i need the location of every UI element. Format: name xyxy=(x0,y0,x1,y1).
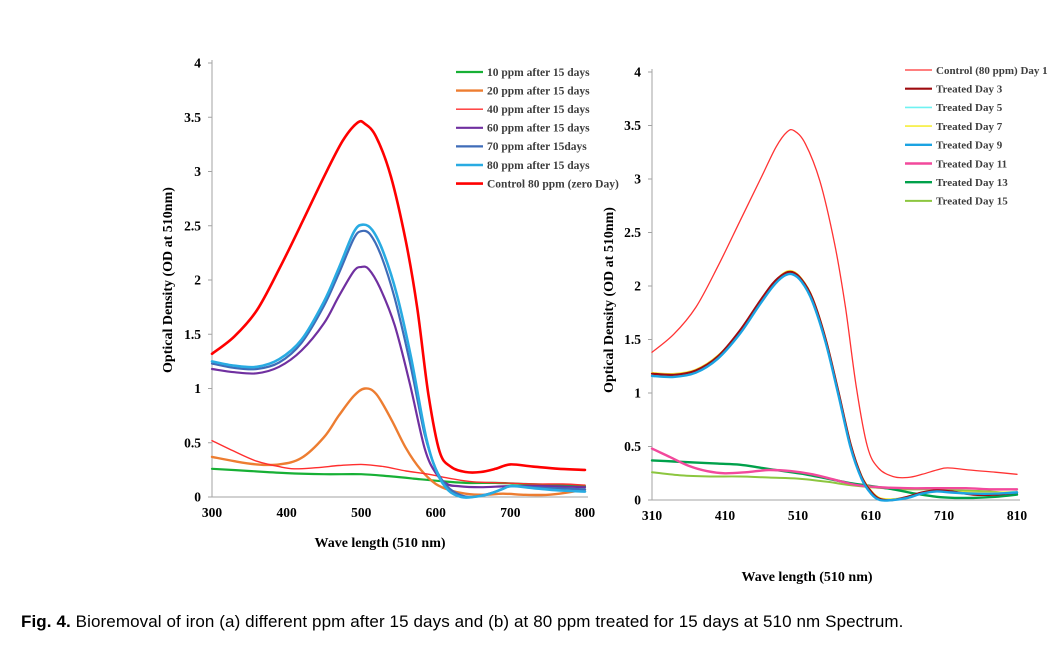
caption-label: Fig. 4. xyxy=(21,612,71,631)
series-path xyxy=(210,265,587,489)
x-tick-label: 600 xyxy=(426,505,447,520)
series-path xyxy=(210,387,587,497)
y-tick-label: 1 xyxy=(634,386,641,401)
y-tick-label: 3 xyxy=(194,164,201,179)
y-tick-label: 1.5 xyxy=(184,327,201,342)
series-path xyxy=(651,471,1018,495)
series-path xyxy=(650,447,1019,491)
x-tick-label: 700 xyxy=(500,505,521,520)
legend-item-label: Treated Day 7 xyxy=(936,121,1003,133)
legend-item-label: 20 ppm after 15 days xyxy=(487,85,590,97)
legend-item-label: 80 ppm after 15 days xyxy=(487,160,590,172)
x-axis-title: Wave length (510 nm) xyxy=(741,570,872,585)
legend-item-label: 10 ppm after 15 days xyxy=(487,67,590,79)
legend-item-label: Control (80 ppm) Day 1 xyxy=(936,65,1048,77)
legend-item-label: Treated Day 11 xyxy=(936,158,1007,170)
series-path xyxy=(210,223,587,499)
legend-item-label: Treated Day 5 xyxy=(936,102,1003,114)
y-tick-label: 4 xyxy=(634,65,641,80)
x-axis-title: Wave length (510 nm) xyxy=(314,536,445,551)
y-axis-title: Optical Density (OD at 510nm) xyxy=(602,207,617,393)
legend-item-label: Treated Day 15 xyxy=(936,196,1008,208)
y-tick-label: 3 xyxy=(634,172,641,187)
legend-item-label: Treated Day 3 xyxy=(936,84,1003,96)
x-tick-label: 500 xyxy=(351,505,372,520)
chart-panel-a: 0 0.5 1 1.5 2 2.5 3 3.5 4 300 400 500 600 700 800 Wave … xyxy=(161,56,619,552)
series-path xyxy=(650,272,1019,502)
legend-item-label: 60 ppm after 15 days xyxy=(487,123,590,135)
chart-panel-b: 0 0.5 1 1.5 2 2.5 3 3.5 4 310 410 510 610 710 810 Wave … xyxy=(602,65,1048,586)
legend-item-label: Control 80 ppm (zero Day) xyxy=(487,178,619,190)
y-tick-label: 2.5 xyxy=(624,225,641,240)
x-tick-label: 610 xyxy=(861,508,882,523)
y-tick-label: 1 xyxy=(194,381,201,396)
series-path xyxy=(651,272,1018,501)
y-tick-label: 0.5 xyxy=(184,435,201,450)
series-path xyxy=(651,269,1018,500)
series-path xyxy=(210,119,587,474)
y-tick-label: 0.5 xyxy=(624,439,641,454)
series-path xyxy=(651,128,1018,479)
x-tick-label: 400 xyxy=(276,505,297,520)
y-tick-label: 4 xyxy=(194,56,201,71)
y-tick-label: 1.5 xyxy=(624,332,641,347)
legend-item-label: 40 ppm after 15 days xyxy=(487,104,590,116)
x-tick-label: 510 xyxy=(788,508,809,523)
caption-text: Bioremoval of iron (a) different ppm aft… xyxy=(70,612,904,631)
x-tick-label: 410 xyxy=(715,508,736,523)
series-path xyxy=(211,439,586,486)
x-tick-label: 800 xyxy=(575,505,596,520)
y-tick-label: 0 xyxy=(194,490,201,505)
y-axis-title: Optical Density (OD at 510nm) xyxy=(161,187,176,373)
legend-item-label: Treated Day 9 xyxy=(936,140,1003,152)
y-tick-label: 0 xyxy=(634,493,641,508)
series-path xyxy=(650,270,1019,502)
x-tick-label: 710 xyxy=(934,508,955,523)
y-tick-label: 2 xyxy=(634,279,641,294)
legend-item-label: 70 ppm after 15days xyxy=(487,141,587,153)
y-tick-label: 2.5 xyxy=(184,218,201,233)
y-tick-label: 3.5 xyxy=(184,110,201,125)
x-tick-label: 300 xyxy=(202,505,223,520)
figure-caption: Fig. 4. Bioremoval of iron (a) different… xyxy=(21,612,904,632)
y-tick-label: 3.5 xyxy=(624,118,641,133)
x-tick-label: 810 xyxy=(1007,508,1028,523)
y-tick-label: 2 xyxy=(194,273,201,288)
x-tick-label: 310 xyxy=(642,508,663,523)
legend-item-label: Treated Day 13 xyxy=(936,177,1008,189)
